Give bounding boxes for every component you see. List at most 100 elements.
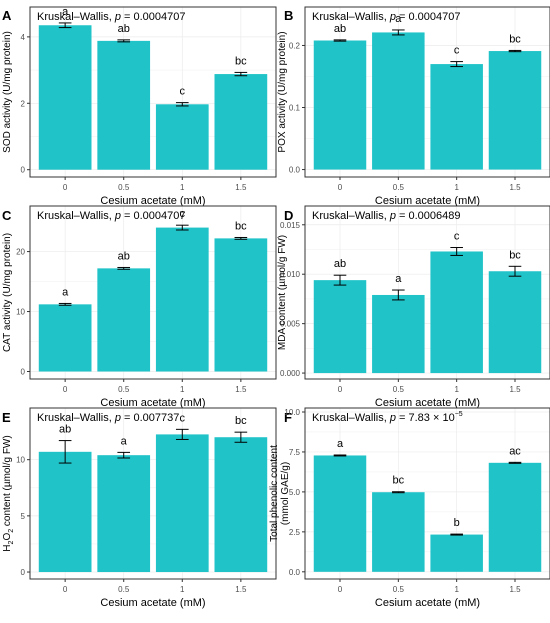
bar (372, 32, 425, 170)
x-tick-label: 1.5 (235, 585, 247, 594)
p-value: = 0.0004707 (121, 210, 186, 222)
error-bar (508, 265, 522, 277)
bar (372, 294, 425, 374)
bar (488, 271, 542, 374)
y-tick-label: 2 (21, 99, 26, 108)
bar (313, 40, 367, 170)
x-tick-label: 1 (180, 585, 185, 594)
y-tick-label: 20 (16, 248, 25, 257)
p-value: = 0.0006489 (396, 210, 461, 222)
p-label: p (114, 210, 121, 222)
error-bar (234, 236, 248, 240)
significance-letter: a (121, 435, 128, 447)
x-tick-label: 0.5 (393, 183, 405, 192)
significance-letter: ab (118, 23, 130, 35)
significance-letter: a (62, 6, 69, 18)
error-bar (392, 29, 405, 36)
y-tick-label: 4 (21, 33, 26, 42)
panel-label: B (284, 8, 293, 23)
stat-test-label: Kruskal–Wallis, (37, 11, 115, 23)
stat-annotation: Kruskal–Wallis, p = 0.007737 (37, 412, 179, 424)
significance-letter: ac (509, 445, 521, 457)
p-value: = 0.0004707 (396, 11, 461, 23)
bar (214, 74, 268, 170)
bar (97, 40, 151, 170)
error-bar (392, 289, 405, 301)
error-bar (234, 71, 248, 77)
bar (38, 451, 92, 573)
stat-annotation: Kruskal–Wallis, p = 0.0006489 (312, 210, 461, 222)
x-tick-label: 0.5 (118, 385, 130, 394)
significance-letter: ab (334, 23, 346, 35)
significance-letter: c (180, 208, 186, 220)
panel-label: F (284, 410, 292, 425)
bar (38, 304, 92, 372)
panel-label: E (2, 410, 11, 425)
error-bar (58, 440, 72, 464)
x-tick-label: 1 (454, 183, 459, 192)
stat-annotation: Kruskal–Wallis, p = 0.0004707 (312, 11, 461, 23)
significance-letter: ab (59, 424, 71, 436)
bar (97, 268, 151, 372)
stat-test-label: Kruskal–Wallis, (37, 412, 115, 424)
bar (430, 251, 483, 374)
error-bar (58, 22, 72, 29)
significance-letter: a (395, 13, 402, 25)
significance-letter: ab (334, 258, 346, 270)
error-bar (450, 247, 463, 256)
significance-letter: bc (509, 249, 521, 261)
stat-test-label: Kruskal–Wallis, (312, 11, 390, 23)
y-axis-label: SOD activity (U/mg protein) (2, 31, 13, 153)
p-label: p (389, 11, 396, 23)
error-bar (450, 61, 463, 68)
p-value-exponent: −5 (455, 411, 463, 418)
x-tick-label: 1.5 (235, 183, 247, 192)
bar (488, 462, 542, 572)
significance-letter: c (454, 45, 460, 57)
panel-label: D (284, 208, 293, 223)
x-tick-label: 0 (338, 183, 343, 192)
bar (430, 64, 483, 170)
y-tick-label: 10 (16, 308, 25, 317)
significance-letter: ab (118, 250, 130, 262)
y-tick-label: 0.000 (280, 369, 301, 378)
error-bar (333, 274, 347, 286)
y-axis-label-subscript: 2 (8, 540, 15, 544)
plot-frame (304, 407, 550, 580)
bar (155, 104, 209, 170)
y-axis-label: (mmol GAE/g) (280, 462, 291, 525)
x-tick-label: 1 (180, 183, 185, 192)
y-axis-label: CAT activity (U/mg protein) (2, 233, 13, 352)
error-bar (508, 49, 522, 53)
y-tick-label: 0.010 (280, 270, 301, 279)
x-tick-label: 0 (338, 385, 343, 394)
y-axis-label-mid: O (2, 533, 13, 541)
x-axis-label: Cesium acetate (mM) (100, 597, 205, 609)
p-value: = 7.83 × 10 (396, 412, 455, 424)
significance-letter: c (454, 231, 460, 243)
panel-f: Fa bc b ac 0.0 2.5 5.0 7.5 10.0 0 0.5 1 1.5 Cesium ac… (269, 407, 550, 609)
error-bar (117, 39, 131, 43)
significance-letter: bc (235, 55, 247, 67)
bar (313, 280, 367, 374)
p-label: p (114, 11, 121, 23)
panel-label: C (2, 208, 12, 223)
y-tick-label: 0 (21, 166, 26, 175)
x-axis-label: Cesium acetate (mM) (100, 397, 205, 409)
plot-frame (304, 205, 550, 380)
y-tick-label: 0.1 (289, 104, 301, 113)
error-bar (392, 491, 405, 494)
significance-letter: bc (235, 220, 247, 232)
x-tick-label: 1 (454, 585, 459, 594)
error-bar (58, 302, 72, 306)
stat-annotation: Kruskal–Wallis, p = 0.0004707 (37, 210, 186, 222)
x-tick-label: 0.5 (393, 585, 405, 594)
y-tick-label: 0 (21, 368, 26, 377)
panel-c: Ca ab c bc 0 10 20 0 0.5 1 1.5 Cesium acetate (mM) C… (2, 205, 277, 409)
y-axis-label-prefix: H (2, 544, 13, 551)
p-label: p (114, 412, 121, 424)
plot-frame (304, 6, 550, 178)
stat-test-label: Kruskal–Wallis, (312, 210, 390, 222)
